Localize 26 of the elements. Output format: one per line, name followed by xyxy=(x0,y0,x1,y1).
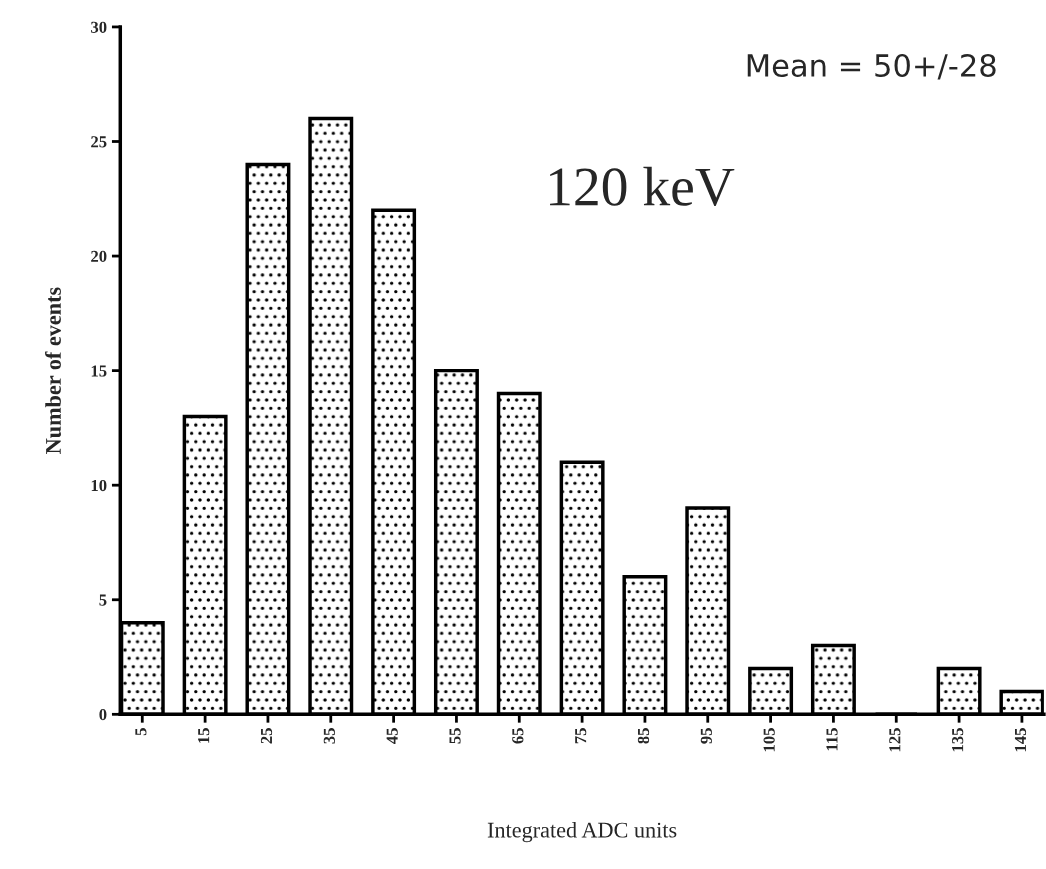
x-tick-label: 15 xyxy=(198,728,210,743)
x-tick-label: 95 xyxy=(700,728,712,744)
x-tick-label: 25 xyxy=(260,728,273,744)
x-tick-label: 55 xyxy=(449,728,461,744)
annotation: Mean = 50+/-28 xyxy=(747,53,996,80)
y-tick-label: 25 xyxy=(91,136,107,148)
y-axis-title: Number of events xyxy=(45,287,61,454)
x-tick-label: 45 xyxy=(386,728,398,744)
x-tick-label: 5 xyxy=(135,728,147,736)
x-tick-label: 115 xyxy=(826,728,838,751)
y-tick-label: 10 xyxy=(91,479,107,492)
x-tick-label: 85 xyxy=(637,728,650,744)
x-axis-title: Integrated ADC units xyxy=(487,821,677,843)
x-tick-label: 145 xyxy=(1014,728,1027,752)
x-tick-label: 105 xyxy=(763,728,775,752)
y-tick-label: 5 xyxy=(99,594,107,606)
y-tick-label: 20 xyxy=(91,250,107,263)
x-tick-label: 65 xyxy=(512,728,524,744)
annotation: 120 keV xyxy=(550,166,735,207)
x-tick-label: 135 xyxy=(952,728,964,752)
y-tick-label: 15 xyxy=(91,365,107,377)
y-tick-label: 0 xyxy=(99,709,107,721)
x-tick-label: 75 xyxy=(575,728,587,744)
x-tick-label: 35 xyxy=(323,728,335,744)
y-tick-label: 30 xyxy=(91,21,107,33)
x-tick-label: 125 xyxy=(889,728,901,752)
